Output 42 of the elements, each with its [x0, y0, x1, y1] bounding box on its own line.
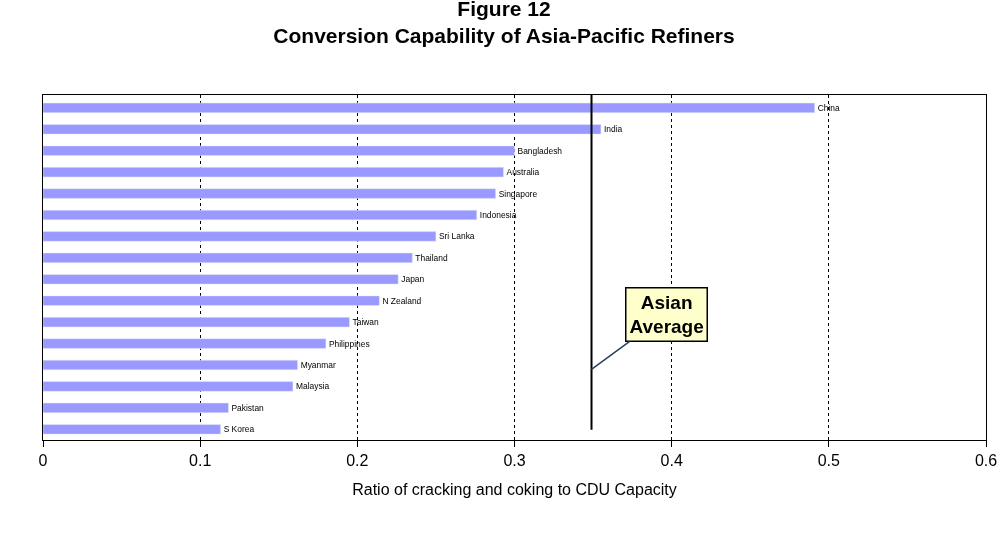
bar: [43, 338, 327, 349]
y-tick-label: Malaysia: [295, 381, 330, 392]
bar: [43, 188, 496, 199]
bar: [43, 102, 815, 113]
y-tick-label: Myanmar: [300, 360, 336, 371]
x-tick-label: 0.5: [817, 452, 841, 470]
x-axis-title: Ratio of cracking and coking to CDU Capacity: [352, 480, 677, 498]
y-tick-label: China: [817, 102, 841, 113]
y-tick-label: N Zealand: [382, 295, 422, 306]
bar: [43, 209, 478, 221]
chart-title: Figure 12 Conversion Capability of Asia-Pacific Refiners: [273, 0, 735, 48]
y-tick-label: India: [603, 124, 623, 135]
ref-line-label: Asian Average: [629, 291, 704, 338]
bar: [43, 231, 437, 242]
bar: [43, 317, 350, 328]
y-tick-label: Bangladesh: [517, 145, 563, 156]
bar: [43, 402, 229, 413]
x-tick-label: 0.1: [189, 452, 212, 470]
x-tick-label: 0.3: [503, 452, 526, 470]
y-tick-label: Sri Lanka: [438, 231, 475, 242]
x-tick-label: 0.6: [974, 452, 998, 470]
bar: [43, 424, 221, 435]
bar: [43, 381, 294, 392]
y-tick-label: Thailand: [415, 252, 448, 263]
bar: [43, 167, 504, 178]
bar: [43, 274, 399, 285]
y-tick-label: Indonesia: [479, 210, 517, 221]
x-tick-label: 0.4: [660, 452, 683, 470]
y-tick-label: Australia: [506, 167, 540, 178]
y-tick-label: Singapore: [498, 188, 538, 199]
bar: [43, 124, 602, 135]
bar: [43, 295, 380, 306]
y-tick-label: S Korea: [223, 424, 255, 435]
y-tick-label: Japan: [401, 274, 425, 285]
x-tick-label: 0: [38, 452, 48, 470]
bar: [43, 252, 413, 263]
bar: [43, 359, 298, 371]
y-tick-label: Philippines: [328, 338, 370, 349]
bar: [43, 145, 515, 156]
y-tick-label: Taiwan: [352, 317, 380, 328]
x-tick-label: 0.2: [346, 452, 369, 470]
y-tick-label: Pakistan: [231, 402, 265, 413]
